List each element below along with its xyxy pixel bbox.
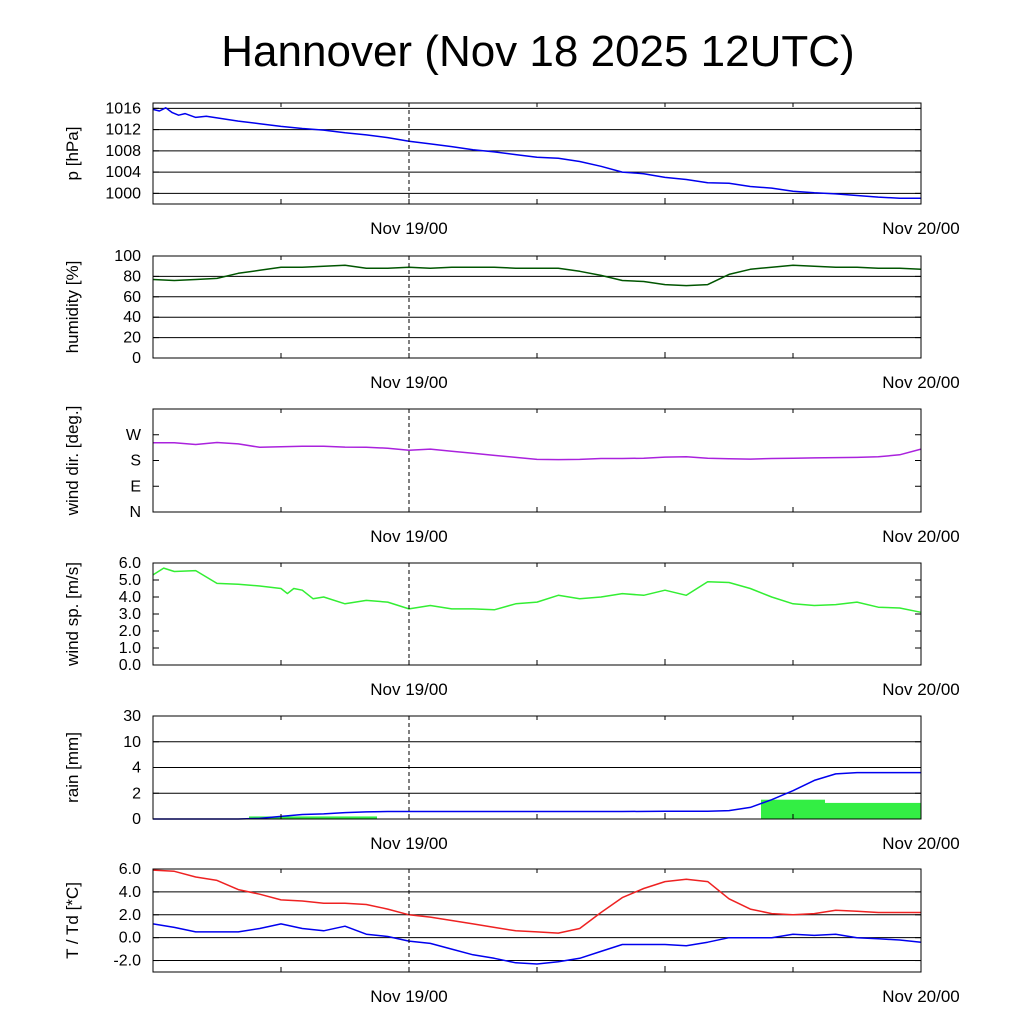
date-tick-label: Nov 19/00 [370, 680, 448, 699]
date-tick-label: Nov 20/00 [882, 527, 960, 546]
y-tick-label: 100 [114, 248, 141, 265]
y-tick-label: 1004 [105, 164, 141, 181]
series-line-1 [152, 107, 921, 199]
date-tick-label: Nov 20/00 [882, 987, 960, 1006]
y-tick-label: 2.0 [119, 907, 141, 924]
series-line-1 [153, 441, 922, 461]
date-tick-label: Nov 20/00 [882, 373, 960, 392]
series-line-1 [153, 771, 921, 820]
y-tick-label: 4 [132, 760, 141, 777]
y-axis-label: humidity [%] [63, 261, 82, 354]
panel-frame [152, 408, 922, 513]
y-tick-label: 20 [123, 330, 141, 347]
rain-bar [825, 802, 921, 819]
y-tick-label: 6.0 [119, 555, 141, 572]
y-tick-label: 0 [132, 811, 141, 828]
y-tick-label: 1000 [105, 185, 141, 202]
date-tick-label: Nov 19/00 [370, 527, 448, 546]
y-tick-label: 30 [123, 708, 141, 725]
y-tick-label: 10 [123, 734, 141, 751]
y-tick-label: E [130, 478, 141, 495]
y-axis-label: rain [mm] [63, 732, 82, 803]
y-tick-label: 0 [132, 350, 141, 367]
y-tick-label: 1.0 [119, 640, 141, 657]
y-tick-label: 1016 [105, 100, 141, 117]
y-tick-label: N [129, 504, 141, 521]
date-tick-label: Nov 20/00 [882, 680, 960, 699]
y-tick-label: 80 [123, 268, 141, 285]
y-tick-label: 5.0 [119, 572, 141, 589]
y-tick-label: 0.0 [119, 930, 141, 947]
series-line-1 [152, 567, 922, 614]
y-tick-label: 1012 [105, 122, 141, 139]
y-tick-label: 4.0 [119, 884, 141, 901]
y-tick-label: 6.0 [119, 861, 141, 878]
y-tick-label: 60 [123, 289, 141, 306]
y-tick-label: W [126, 427, 142, 444]
rain-bar [761, 799, 825, 819]
date-tick-label: Nov 20/00 [882, 219, 960, 238]
y-tick-label: 3.0 [119, 606, 141, 623]
y-axis-label: wind sp. [m/s] [63, 562, 82, 667]
panel-1: 1000 1004 1008 1012 1016 p [hPa] Nov 19/00 Nov … [63, 100, 960, 238]
rain-bar [249, 816, 377, 819]
y-tick-label: S [130, 453, 141, 470]
y-tick-label: 2.0 [119, 623, 141, 640]
date-tick-label: Nov 19/00 [370, 373, 448, 392]
series-line-2 [152, 923, 922, 965]
y-tick-label: 0.0 [119, 657, 141, 674]
panel-frame [152, 868, 922, 973]
date-tick-label: Nov 19/00 [370, 834, 448, 853]
y-tick-label: 40 [123, 309, 141, 326]
panel-frame [152, 255, 922, 359]
series-line-1 [152, 264, 922, 287]
y-tick-label: 2 [132, 785, 141, 802]
panel-frame [152, 562, 922, 666]
y-tick-label: 4.0 [119, 589, 141, 606]
y-axis-label: T / Td [*C] [63, 882, 82, 959]
date-tick-label: Nov 19/00 [370, 987, 448, 1006]
chart-title: Hannover (Nov 18 2025 12UTC) [221, 27, 854, 76]
series-line-1 [152, 869, 921, 934]
panel-2: 0 20 40 60 80 100 humidity [%] Nov 19/00 Nov 20/… [63, 248, 960, 392]
y-tick-label: 1008 [105, 143, 141, 160]
y-axis-label: wind dir. [deg.] [63, 406, 82, 517]
y-tick-label: -2.0 [113, 953, 141, 970]
panel-frame [152, 102, 922, 205]
panel-4: 0.01.02.03.04.05.06.0 wind sp. [m/s] Nov 1… [63, 555, 960, 699]
panel-6: -2.0 0.0 2.0 4.0 6.0 T / Td [*C] Nov 19/00 Nov … [63, 861, 960, 1006]
date-tick-label: Nov 20/00 [882, 834, 960, 853]
panel-5: 0 2 4 10 30 rain [mm] Nov 19/00 Nov 20/00 [63, 708, 960, 853]
y-axis-label: p [hPa] [63, 127, 82, 181]
date-tick-label: Nov 19/00 [370, 219, 448, 238]
